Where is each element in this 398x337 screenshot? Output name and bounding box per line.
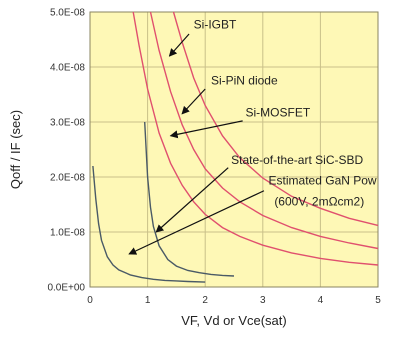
y-tick-label-3: 3.0E-08 (50, 118, 85, 129)
series-line-sic-sbd (144, 121, 235, 277)
annotation-arrow-si-mosfet (169, 120, 243, 139)
annotation-label-si-mosfet: Si-MOSFET (246, 106, 311, 120)
x-tick-label-4: 4 (318, 295, 324, 306)
y-tick-label-5: 5.0E-08 (50, 8, 85, 19)
series-line-igbt-1 (172, 11, 379, 227)
y-tick-label-2: 2.0E-08 (50, 173, 85, 184)
annotation-label-gan-line2: (600V, 2mΩcm2) (274, 195, 364, 209)
annotation-label-sic-sbd: State-of-the-art SiC-SBD (231, 153, 363, 167)
annotation-arrow-gan-line1 (128, 190, 265, 255)
y-tick-label-4: 4.0E-08 (50, 63, 85, 74)
y-tick-label-0: 0.0E+00 (47, 283, 85, 294)
annotation-arrow-sic-sbd (155, 167, 229, 233)
x-tick-label-3: 3 (260, 295, 266, 306)
series-line-pin-diode (132, 11, 379, 266)
y-tick-label-1: 1.0E-08 (50, 228, 85, 239)
x-axis-title: VF, Vd or Vce(sat) (181, 313, 286, 328)
series-line-gan (92, 165, 206, 283)
x-tick-label-1: 1 (145, 295, 151, 306)
plot-border (89, 11, 379, 288)
annotation-label-si-igbt: Si-IGBT (194, 18, 237, 32)
annotation-label-si-pin: Si-PiN diode (211, 74, 278, 88)
y-axis-title: Qoff / IF (sec) (8, 110, 23, 189)
x-tick-label-5: 5 (375, 295, 381, 306)
x-tick-label-0: 0 (87, 295, 93, 306)
annotation-arrow-si-pin (181, 88, 206, 115)
series-line-igbt-2 (149, 11, 379, 250)
annotation-arrow-si-igbt (168, 33, 190, 57)
annotation-label-gan-line1: Estimated GaN Pow (269, 174, 377, 188)
x-tick-label-2: 2 (202, 295, 208, 306)
